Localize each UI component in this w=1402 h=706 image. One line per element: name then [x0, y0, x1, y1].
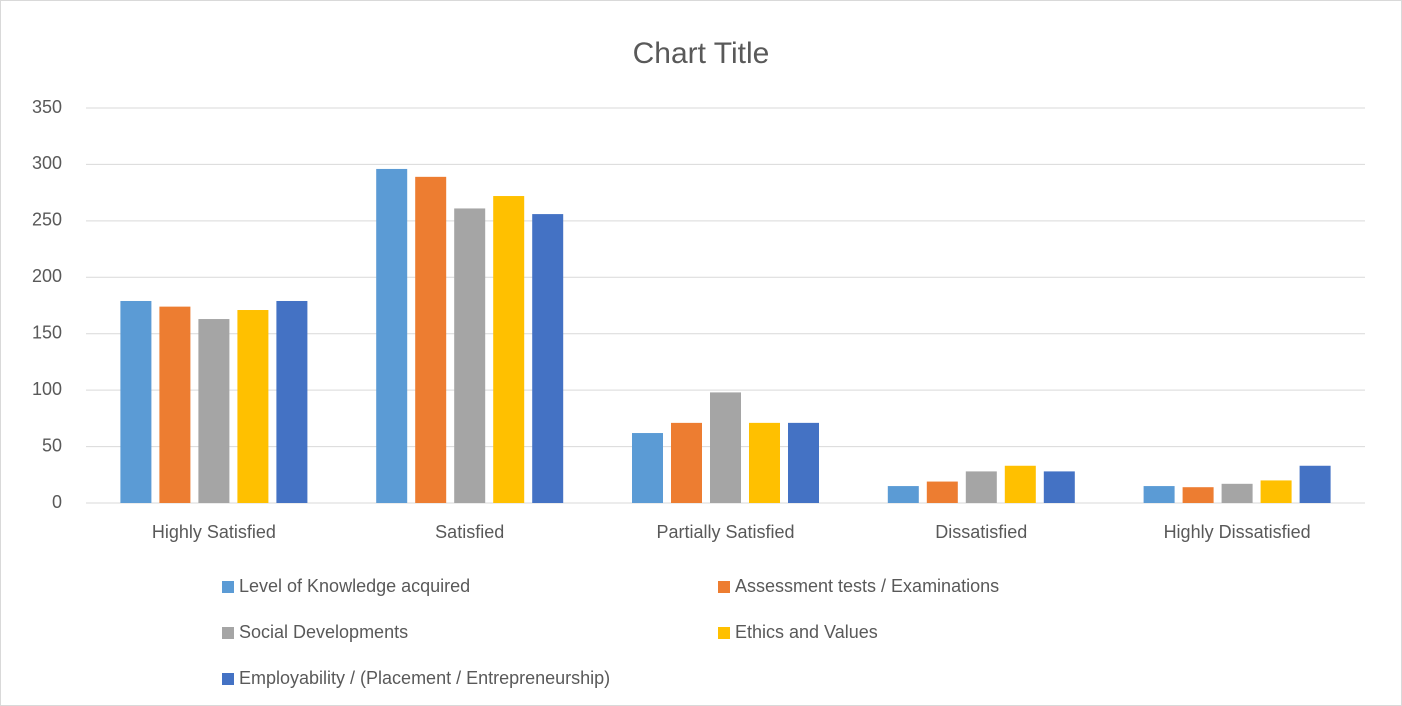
x-tick-label: Satisfied — [435, 522, 504, 542]
bar — [120, 300, 152, 503]
bar — [710, 392, 741, 503]
x-tick-label: Highly Dissatisfied — [1164, 522, 1311, 542]
legend-label: Employability / (Placement / Entrepreneu… — [239, 668, 610, 688]
bar — [926, 481, 958, 503]
bar — [1221, 483, 1253, 503]
y-tick-label: 150 — [32, 322, 62, 342]
bar — [198, 319, 230, 503]
bar — [671, 422, 702, 503]
bar — [237, 310, 269, 503]
y-tick-label: 0 — [52, 492, 62, 512]
legend-swatch — [718, 627, 730, 639]
bar — [887, 486, 919, 503]
legend-label: Assessment tests / Examinations — [735, 576, 999, 596]
y-tick-label: 350 — [32, 97, 62, 117]
x-tick-label: Highly Satisfied — [152, 522, 276, 542]
legend-swatch — [718, 581, 730, 593]
y-tick-label: 250 — [32, 210, 62, 230]
legend-swatch — [222, 581, 234, 593]
bar — [493, 196, 525, 503]
legend-swatch — [222, 627, 234, 639]
bar — [1299, 465, 1331, 503]
bar — [276, 300, 308, 503]
bar — [632, 433, 663, 503]
chart-title: Chart Title — [633, 37, 770, 70]
bar — [965, 471, 997, 503]
x-tick-label: Dissatisfied — [935, 522, 1027, 542]
y-tick-label: 100 — [32, 379, 62, 399]
bar — [1182, 487, 1214, 503]
bar — [454, 208, 486, 503]
bar — [1260, 480, 1292, 503]
bar — [532, 214, 564, 504]
y-tick-label: 200 — [32, 266, 62, 286]
y-tick-label: 300 — [32, 153, 62, 173]
legend-swatch — [222, 673, 234, 685]
bar — [1043, 471, 1075, 503]
bar — [415, 176, 447, 504]
legend-label: Level of Knowledge acquired — [239, 576, 470, 596]
legend-label: Ethics and Values — [735, 622, 878, 642]
bar — [159, 306, 191, 503]
bar — [1004, 465, 1036, 503]
bar — [788, 422, 819, 503]
legend-label: Social Developments — [239, 622, 408, 642]
bar — [1143, 486, 1175, 503]
x-tick-label: Partially Satisfied — [656, 522, 794, 542]
bar — [376, 168, 408, 503]
y-tick-label: 50 — [42, 435, 62, 455]
bar — [749, 422, 780, 503]
